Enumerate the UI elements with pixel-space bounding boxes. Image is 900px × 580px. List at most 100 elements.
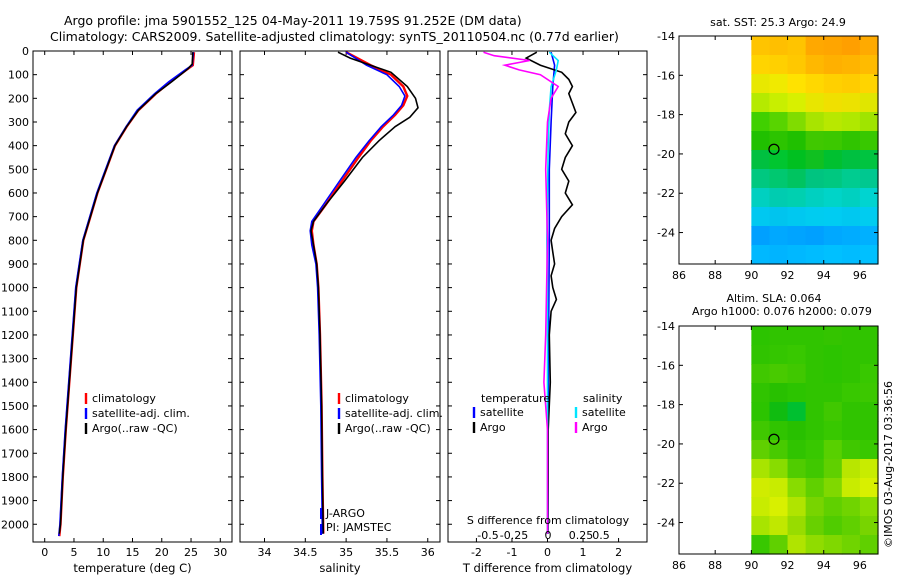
map-cell	[859, 112, 879, 132]
x-tick-label: 10	[96, 546, 110, 559]
x-tick-label: 25	[184, 546, 198, 559]
map-cell	[823, 535, 843, 555]
map-cell	[751, 188, 771, 208]
map-cell	[823, 402, 843, 422]
map-cell	[769, 226, 789, 246]
map-cell	[841, 383, 861, 403]
y-tick-label: -24	[657, 227, 675, 240]
map-cell	[805, 169, 825, 189]
map-cell	[859, 516, 879, 536]
map-cell	[805, 497, 825, 517]
y-tick-label: -20	[657, 148, 675, 161]
map-cell	[841, 459, 861, 479]
map-cell	[769, 345, 789, 365]
x-tick-label: -1	[506, 546, 517, 559]
map-cell	[841, 36, 861, 56]
float-position-marker	[768, 143, 780, 155]
map-cell	[805, 226, 825, 246]
x-tick-label: 34.5	[293, 546, 318, 559]
map-cell	[823, 478, 843, 498]
map-cell	[859, 421, 879, 441]
map-cell	[859, 226, 879, 246]
map-cell	[859, 55, 879, 75]
map-cell	[859, 535, 879, 555]
map-cell	[769, 497, 789, 517]
map-title-sla-line2: Argo h1000: 0.076 h2000: 0.079	[692, 305, 872, 318]
x-tick-label: 94	[817, 559, 831, 572]
map-cell	[823, 74, 843, 94]
map-cell	[823, 440, 843, 460]
plot-frame	[239, 50, 441, 543]
x-tick-label: 92	[781, 559, 795, 572]
y-tick-label: 800	[8, 234, 29, 247]
map-cell	[769, 55, 789, 75]
x-tick-label: 92	[781, 269, 795, 282]
map-cell	[823, 497, 843, 517]
map-cell	[805, 516, 825, 536]
x-axis-label-secondary: S difference from climatology	[467, 514, 630, 527]
map-cell	[751, 478, 771, 498]
map-cell	[841, 326, 861, 346]
map-cell	[805, 131, 825, 151]
map-cell	[787, 326, 807, 346]
map-cell	[787, 421, 807, 441]
map-cell	[787, 497, 807, 517]
series-line-argo-raw-qc-	[58, 52, 194, 534]
x-tick-label: 1	[580, 546, 587, 559]
figure-title-line1: Argo profile: jma 5901552_125 04-May-201…	[64, 13, 522, 28]
y-tick-label: -22	[657, 187, 675, 200]
map-cell	[841, 402, 861, 422]
map-cell	[859, 478, 879, 498]
map-cell	[859, 345, 879, 365]
legend-label: satellite	[480, 406, 524, 419]
timestamp-stamp: ©IMOS 03-Aug-2017 03:36:56	[882, 381, 895, 548]
map-cell	[859, 36, 879, 56]
map-cell	[787, 402, 807, 422]
map-cell	[787, 383, 807, 403]
x-tick-label: 88	[708, 559, 722, 572]
map-cell	[787, 150, 807, 170]
map-cell	[769, 74, 789, 94]
map-cell	[823, 364, 843, 384]
y-tick-label: 0	[22, 45, 29, 58]
map-cell	[859, 245, 879, 265]
x-tick-label: 96	[853, 559, 867, 572]
map-cell	[823, 93, 843, 113]
map-cell	[805, 207, 825, 227]
map-cell	[805, 112, 825, 132]
series-line-argo-raw-qc-	[310, 51, 419, 534]
map-title-sst: sat. SST: 25.3 Argo: 24.9	[710, 16, 846, 29]
map-cell	[751, 169, 771, 189]
map-cell	[769, 131, 789, 151]
x-tick-label: 30	[213, 546, 227, 559]
map-cell	[769, 207, 789, 227]
map-cell	[859, 459, 879, 479]
map-cell	[751, 93, 771, 113]
y-tick-label: 1700	[1, 447, 29, 460]
map-cell	[841, 497, 861, 517]
x-tick-label: -2	[471, 546, 482, 559]
y-tick-label: 100	[8, 69, 29, 82]
map-cell	[859, 402, 879, 422]
y-tick-label: -22	[657, 477, 675, 490]
x-tick-label: 86	[672, 269, 686, 282]
legend-label: satellite	[582, 406, 626, 419]
map-cell	[751, 421, 771, 441]
map-cell	[841, 74, 861, 94]
map-cell	[769, 326, 789, 346]
legend-header-salinity: salinity	[583, 392, 623, 405]
map-cell	[787, 459, 807, 479]
map-cell	[823, 421, 843, 441]
map-cell	[805, 36, 825, 56]
plot-frame	[32, 50, 233, 543]
map-cell	[751, 226, 771, 246]
y-tick-label: 1600	[1, 424, 29, 437]
x-tick-label: 0	[41, 546, 48, 559]
x-tick-label: 86	[672, 559, 686, 572]
y-tick-label: -18	[657, 109, 675, 122]
y-tick-label: 200	[8, 92, 29, 105]
map-title-sla-line1: Altim. SLA: 0.064	[726, 292, 821, 305]
map-cell	[859, 383, 879, 403]
map-cell	[805, 402, 825, 422]
x-tick-label-secondary: 0.5	[592, 529, 610, 542]
